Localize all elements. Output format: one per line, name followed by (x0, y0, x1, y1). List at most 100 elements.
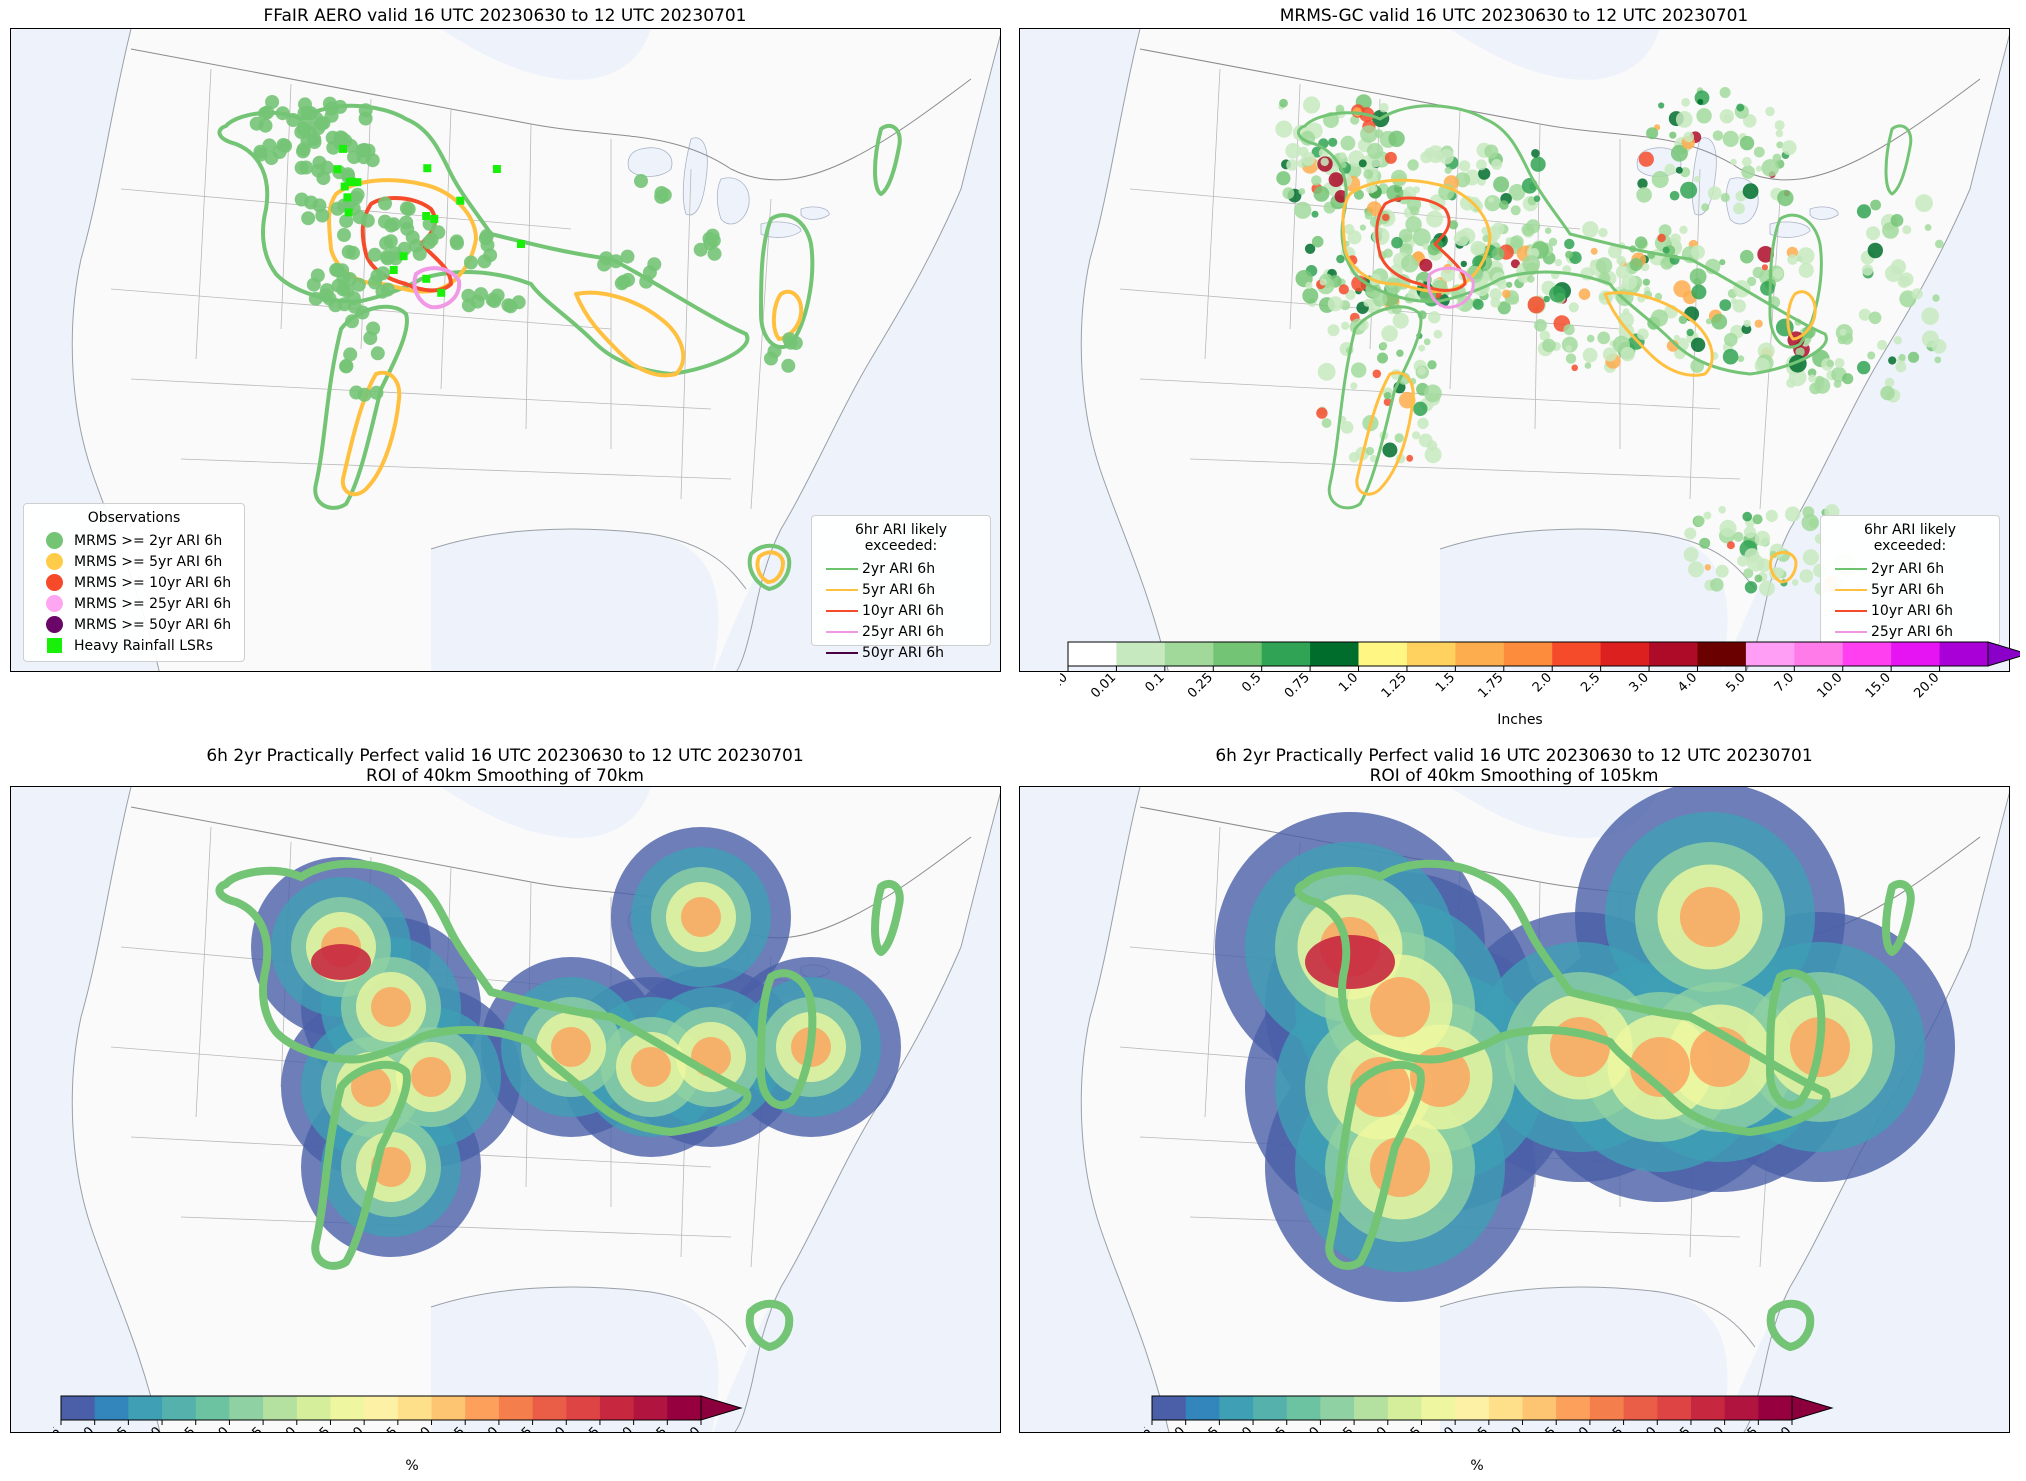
colorbar-tick-label: 35 (1335, 1424, 1357, 1433)
ari-legend-label: 2yr ARI 6h (862, 560, 936, 577)
precip-cell (1549, 285, 1566, 303)
great-lake (627, 147, 673, 177)
obs-dot-2yr (299, 160, 314, 175)
pp-contour-blob (551, 1027, 591, 1067)
great-lake (800, 206, 830, 220)
colorbar-tick-label: 1.25 (1379, 670, 1410, 701)
precip-cell (1427, 360, 1437, 370)
precip-cell (1761, 264, 1768, 271)
ari-5yr-contour-northeast (772, 289, 804, 341)
colorbar-segment (1116, 642, 1166, 666)
precip-cell (1584, 362, 1592, 369)
precip-cell (1534, 319, 1547, 332)
precip-cell (1798, 262, 1814, 278)
ari-10yr-contour (1375, 196, 1467, 292)
hudson-bay (441, 29, 651, 80)
legend-item-obs-5yr: MRMS >= 5yr ARI 6h (34, 551, 234, 572)
colorbar-segment (330, 1396, 365, 1420)
legend-item-ari-3: 25yr ARI 6h (822, 621, 980, 642)
ari-2yr-contour-north (215, 859, 752, 1136)
precip-cell (1670, 144, 1688, 162)
lsr-square (422, 212, 431, 220)
ari-line-icon (1835, 588, 1867, 591)
ari-legend-title: 6hr ARI likely exceeded: (1863, 522, 1957, 554)
colorbar-outline (1067, 641, 1989, 667)
colorbar-tick-label: 45 (1402, 1424, 1424, 1433)
precip-cell (1718, 506, 1726, 514)
atlantic-ocean (1722, 794, 2009, 1432)
colorbar-segment (397, 1396, 432, 1420)
precip-cell (1720, 192, 1730, 203)
lsr-square (399, 252, 408, 261)
precip-cell (1902, 225, 1912, 235)
ari-5yr-contour-east (574, 290, 686, 378)
obs-dot-2yr (316, 116, 331, 131)
map-pp-70km-svg (11, 787, 1000, 1432)
colorbar-outline (1151, 1395, 1793, 1421)
precip-cell (1657, 233, 1666, 243)
obs-dot-2yr (339, 214, 354, 229)
precip-cell (1522, 255, 1541, 273)
ari-line-icon (826, 651, 858, 654)
precip-cell (1737, 355, 1745, 363)
colorbar-tick-label: 2.5 (1578, 670, 1603, 695)
map-ffair-svg (11, 29, 1000, 671)
map-pp-105km: 5 10 15 20 25 30 35 40 45 50 55 60 65 70 75 80 85 90 95 100 (1019, 786, 2010, 1433)
precip-cell (1739, 135, 1755, 151)
precip-cell (1785, 506, 1801, 522)
state-border (440, 108, 452, 390)
colorbar-segment (1623, 1396, 1658, 1420)
lsr-square (430, 214, 439, 223)
colorbar-tick-label: 1.5 (1433, 670, 1458, 695)
precip-cell (1637, 178, 1648, 189)
precip-cell (1353, 189, 1364, 200)
pp-contour-blob (351, 1067, 391, 1107)
obs-dot-2yr (265, 95, 280, 109)
precip-cell (1867, 242, 1883, 259)
hudson-bay (441, 787, 651, 838)
lsr-square (492, 165, 501, 173)
colorbar-tick-label: 0.25 (1185, 670, 1216, 701)
precip-cell (1390, 169, 1408, 186)
precip-cell (1690, 245, 1705, 260)
obs-dot-2yr (380, 251, 395, 266)
obs-dot-2yr (275, 106, 290, 121)
colorbar-segment (1649, 642, 1698, 666)
precip-cell (1340, 161, 1347, 168)
precip-cell (1719, 519, 1737, 537)
precip-cell (1723, 114, 1733, 123)
precip-cell (1508, 184, 1526, 201)
precip-cell (1683, 131, 1695, 143)
precip-cell (1413, 251, 1424, 262)
precip-cell (1691, 284, 1707, 300)
colorbar-tick-label: 0.01 (1088, 670, 1119, 701)
ari-2yr-outline (215, 859, 904, 1351)
precip-cell (1502, 289, 1511, 299)
colorbar-tick-label: 40 (277, 1424, 299, 1433)
state-border (130, 378, 712, 410)
precip-cell (1722, 348, 1739, 365)
colorbar-segment (364, 1396, 399, 1420)
obs-dot-2yr (401, 202, 416, 217)
pacific-ocean (1020, 29, 1169, 671)
obs-dot-2yr (376, 266, 390, 281)
precip-cell (1732, 299, 1746, 313)
pp-contour-blob (411, 1057, 451, 1097)
colorbar-segment (1552, 642, 1602, 666)
colorbar-segment (1068, 642, 1117, 666)
pacific-ocean (1020, 787, 1169, 1432)
lsr-square (343, 193, 352, 202)
precip-cell (1527, 275, 1535, 283)
colorbar-tick-label: 15 (1200, 1424, 1222, 1433)
colorbar-tick-label: 40 (1368, 1424, 1390, 1433)
lsr-square (437, 288, 446, 297)
precip-cell (1571, 364, 1578, 372)
obs-dot-2yr (490, 288, 505, 303)
pp-contour-blob (631, 1047, 671, 1087)
colorbar-segment (1152, 1396, 1187, 1420)
precip-colorbar-label: Inches (1497, 712, 1543, 728)
colorbar-tick-label: 100 (1767, 1424, 1795, 1433)
state-border (1204, 68, 1221, 360)
colorbar-segment (263, 1396, 298, 1420)
precip-cell (1740, 249, 1754, 264)
